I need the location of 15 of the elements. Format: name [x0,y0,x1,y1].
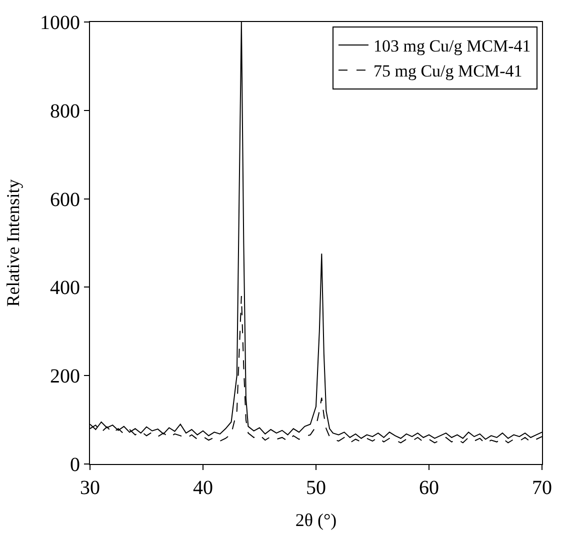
legend-label: 75 mg Cu/g MCM-41 [373,62,522,81]
x-tick-label: 60 [419,477,439,499]
y-tick-label: 200 [50,366,80,388]
legend-label: 103 mg Cu/g MCM-41 [373,36,531,56]
y-tick-label: 800 [50,100,80,122]
y-axis-title: Relative Intensity [3,179,24,307]
y-tick-label: 600 [50,188,80,211]
y-tick-label: 400 [50,277,80,300]
x-tick-label: 30 [80,477,100,499]
y-tick-label: 0 [70,454,80,476]
x-tick-label: 50 [306,477,326,499]
x-tick-label: 40 [193,477,213,499]
x-tick-label: 70 [532,477,552,499]
y-tick-label: 1000 [40,12,80,34]
x-axis-title: 2θ (°) [295,510,337,530]
